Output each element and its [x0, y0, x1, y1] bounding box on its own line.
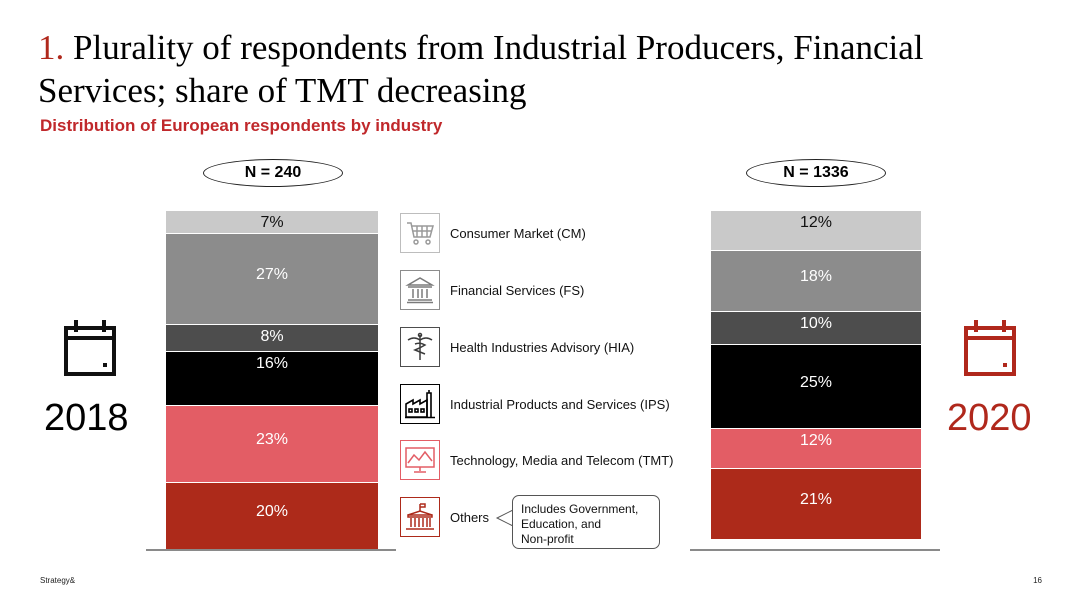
sample-size-2018: N = 240 — [203, 159, 343, 187]
data-label-hia-2020: 10% — [799, 314, 833, 332]
bar-segment-others-2020: 21% — [711, 469, 921, 540]
page-number: 16 — [1033, 576, 1042, 585]
calendar-icon — [64, 320, 116, 376]
legend-label-ips: Industrial Products and Services (IPS) — [450, 396, 670, 412]
data-label-cm-2020: 12% — [799, 214, 833, 231]
factory-icon — [400, 384, 440, 424]
bar-segment-tmt-2020: 12% — [711, 429, 921, 470]
data-label-ips-2018: 16% — [255, 354, 289, 372]
callout-line: Education, and — [521, 517, 602, 531]
calendar-icon — [964, 320, 1016, 376]
footer-brand: Strategy& — [40, 576, 76, 585]
bar-segment-fs-2018: 27% — [166, 234, 378, 326]
callout-tail — [495, 509, 514, 527]
bank-icon — [400, 270, 440, 310]
bar-segment-tmt-2018: 23% — [166, 405, 378, 483]
callout-line: Non-profit — [521, 532, 574, 546]
data-label-fs-2020: 18% — [799, 267, 833, 285]
legend-label-others: Others — [450, 509, 490, 525]
data-label-others-2018: 20% — [255, 502, 289, 520]
baseline-2020 — [690, 549, 940, 551]
legend-label-fs: Financial Services (FS) — [450, 282, 585, 298]
data-label-tmt-2020: 12% — [799, 432, 833, 450]
data-label-tmt-2018: 23% — [255, 430, 289, 448]
legend-label-cm: Consumer Market (CM) — [450, 225, 586, 241]
bar-segment-hia-2018: 8% — [166, 325, 378, 352]
bar-segment-ips-2020: 25% — [711, 345, 921, 430]
government-building-icon — [400, 497, 440, 537]
baseline-2018 — [146, 549, 396, 551]
legend-label-hia: Health Industries Advisory (HIA) — [450, 339, 635, 355]
legend-item-cm: Consumer Market (CM) — [400, 213, 586, 253]
legend-item-hia: Health Industries Advisory (HIA) — [400, 327, 634, 367]
sample-size-2020: N = 1336 — [746, 159, 886, 187]
shopping-cart-icon — [400, 213, 440, 253]
bar-segment-ips-2018: 16% — [166, 351, 378, 406]
legend-item-others: Others — [400, 497, 489, 537]
legend-item-tmt: Technology, Media and Telecom (TMT) — [400, 440, 674, 480]
legend-item-fs: Financial Services (FS) — [400, 270, 584, 310]
bar-segment-hia-2020: 10% — [711, 311, 921, 346]
legend-label-tmt: Technology, Media and Telecom (TMT) — [450, 452, 674, 468]
bar-segment-others-2018: 20% — [166, 482, 378, 550]
bar-segment-cm-2018: 7% — [166, 211, 378, 235]
monitor-chart-icon — [400, 440, 440, 480]
slide-title: 1. Plurality of respondents from Industr… — [38, 26, 1038, 112]
data-label-fs-2018: 27% — [255, 266, 289, 284]
others-callout: Includes Government, Education, and Non-… — [512, 495, 660, 549]
year-2020-label: 2020 — [947, 397, 1032, 439]
data-label-hia-2018: 8% — [260, 328, 284, 346]
title-text: Plurality of respondents from Industrial… — [38, 28, 924, 110]
callout-line: Includes Government, — [521, 502, 639, 516]
title-number: 1. — [38, 28, 65, 67]
bar-segment-fs-2020: 18% — [711, 251, 921, 312]
stacked-bar-2020: 12% 18% 10% 25% 12% 21% — [711, 211, 921, 550]
bar-segment-cm-2020: 12% — [711, 211, 921, 252]
year-2018-label: 2018 — [44, 397, 129, 439]
data-label-cm-2018: 7% — [260, 214, 284, 231]
stacked-bar-2018: 7% 27% 8% 16% 23% 20% — [166, 211, 378, 550]
legend-item-ips: Industrial Products and Services (IPS) — [400, 384, 670, 424]
caduceus-icon — [400, 327, 440, 367]
slide-subtitle: Distribution of European respondents by … — [40, 116, 443, 135]
data-label-others-2020: 21% — [799, 491, 833, 509]
data-label-ips-2020: 25% — [799, 373, 833, 391]
